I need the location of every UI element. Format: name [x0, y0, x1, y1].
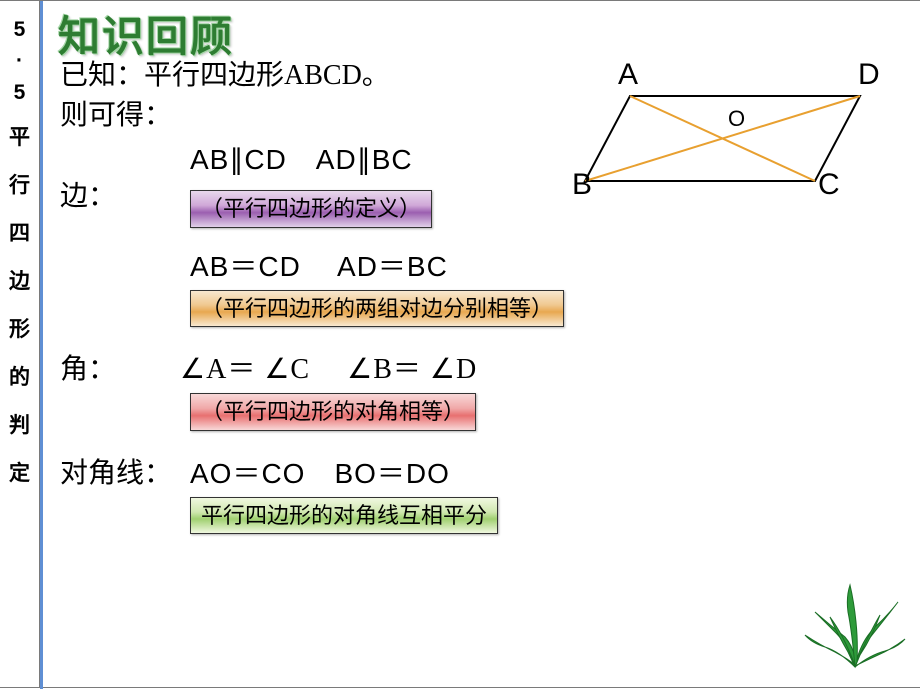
plant-decoration-icon — [800, 577, 910, 677]
sides-block: AB∥CD AD∥BC 边： （平行四边形的定义） AB＝CD AD＝BC （平… — [60, 141, 900, 338]
given-line: 已知：平行四边形ABCD。 — [60, 57, 900, 95]
angles-note: （平行四边形的对角相等） — [190, 393, 476, 431]
sidebar-char-6: 判 — [9, 409, 30, 439]
sides-parallel-formula: AB∥CD AD∥BC — [190, 141, 900, 179]
diagonals-formula: AO＝CO BO＝DO — [190, 455, 450, 493]
sides-equal-formula: AB＝CD AD＝BC — [190, 248, 900, 286]
sides-note-equal: （平行四边形的两组对边分别相等） — [190, 290, 564, 328]
sides-note-parallel: （平行四边形的定义） — [190, 190, 432, 228]
derive-line: 则可得： — [60, 97, 900, 135]
sidebar-char-5: 的 — [9, 361, 30, 391]
angles-formula: ∠A＝ ∠C ∠B＝ ∠D — [180, 351, 477, 389]
angles-label: 角： — [60, 351, 180, 389]
body-content: 已知：平行四边形ABCD。 则可得： AB∥CD AD∥BC 边： （平行四边形… — [60, 57, 900, 544]
main-content-area: 知识回顾 A D B C O 已知：平行四边形ABCD。 则可得： AB∥CD … — [40, 0, 920, 688]
sidebar-char-1: 行 — [9, 169, 30, 199]
angles-block: 角： ∠A＝ ∠C ∠B＝ ∠D （平行四边形的对角相等） — [60, 351, 900, 440]
sidebar-char-0: 平 — [9, 121, 30, 151]
sidebar-char-2: 四 — [9, 217, 30, 247]
diagonals-label: 对角线： — [60, 455, 190, 493]
slide-page: 5 · 5 平 行 四 边 形 的 判 定 知识回顾 A D B C O 已知：… — [0, 0, 920, 690]
left-sidebar: 5 · 5 平 行 四 边 形 的 判 定 — [0, 0, 40, 688]
diagonals-note: 平行四边形的对角线互相平分 — [190, 497, 498, 535]
sidebar-num-5b: 5 — [14, 82, 26, 103]
diagonals-block: 对角线： AO＝CO BO＝DO 平行四边形的对角线互相平分 — [60, 455, 900, 544]
sidebar-num-5a: 5 — [14, 19, 26, 40]
vertical-divider — [40, 1, 43, 689]
slide-title: 知识回顾 — [58, 3, 234, 64]
sidebar-dot: · — [16, 58, 23, 64]
sidebar-char-7: 定 — [9, 457, 30, 487]
sidebar-char-4: 形 — [9, 313, 30, 343]
sidebar-char-3: 边 — [9, 265, 30, 295]
